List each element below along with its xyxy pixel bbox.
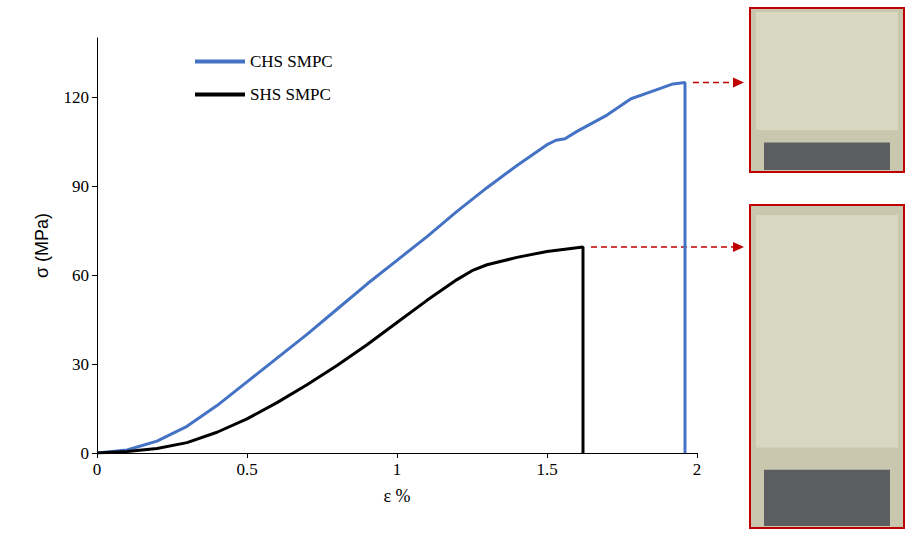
- svg-text:1: 1: [393, 460, 402, 479]
- svg-text:120: 120: [64, 88, 90, 107]
- svg-text:60: 60: [72, 266, 89, 285]
- svg-text:ε %: ε %: [383, 486, 410, 506]
- svg-text:2: 2: [693, 460, 702, 479]
- svg-text:CHS SMPC: CHS SMPC: [250, 52, 333, 71]
- svg-text:90: 90: [72, 177, 89, 196]
- svg-text:0: 0: [81, 444, 90, 463]
- svg-text:1.5: 1.5: [536, 460, 557, 479]
- svg-text:30: 30: [72, 355, 89, 374]
- svg-text:σ (MPa): σ (MPa): [32, 213, 52, 278]
- svg-text:0: 0: [93, 460, 102, 479]
- svg-text:0.5: 0.5: [236, 460, 257, 479]
- svg-text:SHS SMPC: SHS SMPC: [250, 85, 331, 104]
